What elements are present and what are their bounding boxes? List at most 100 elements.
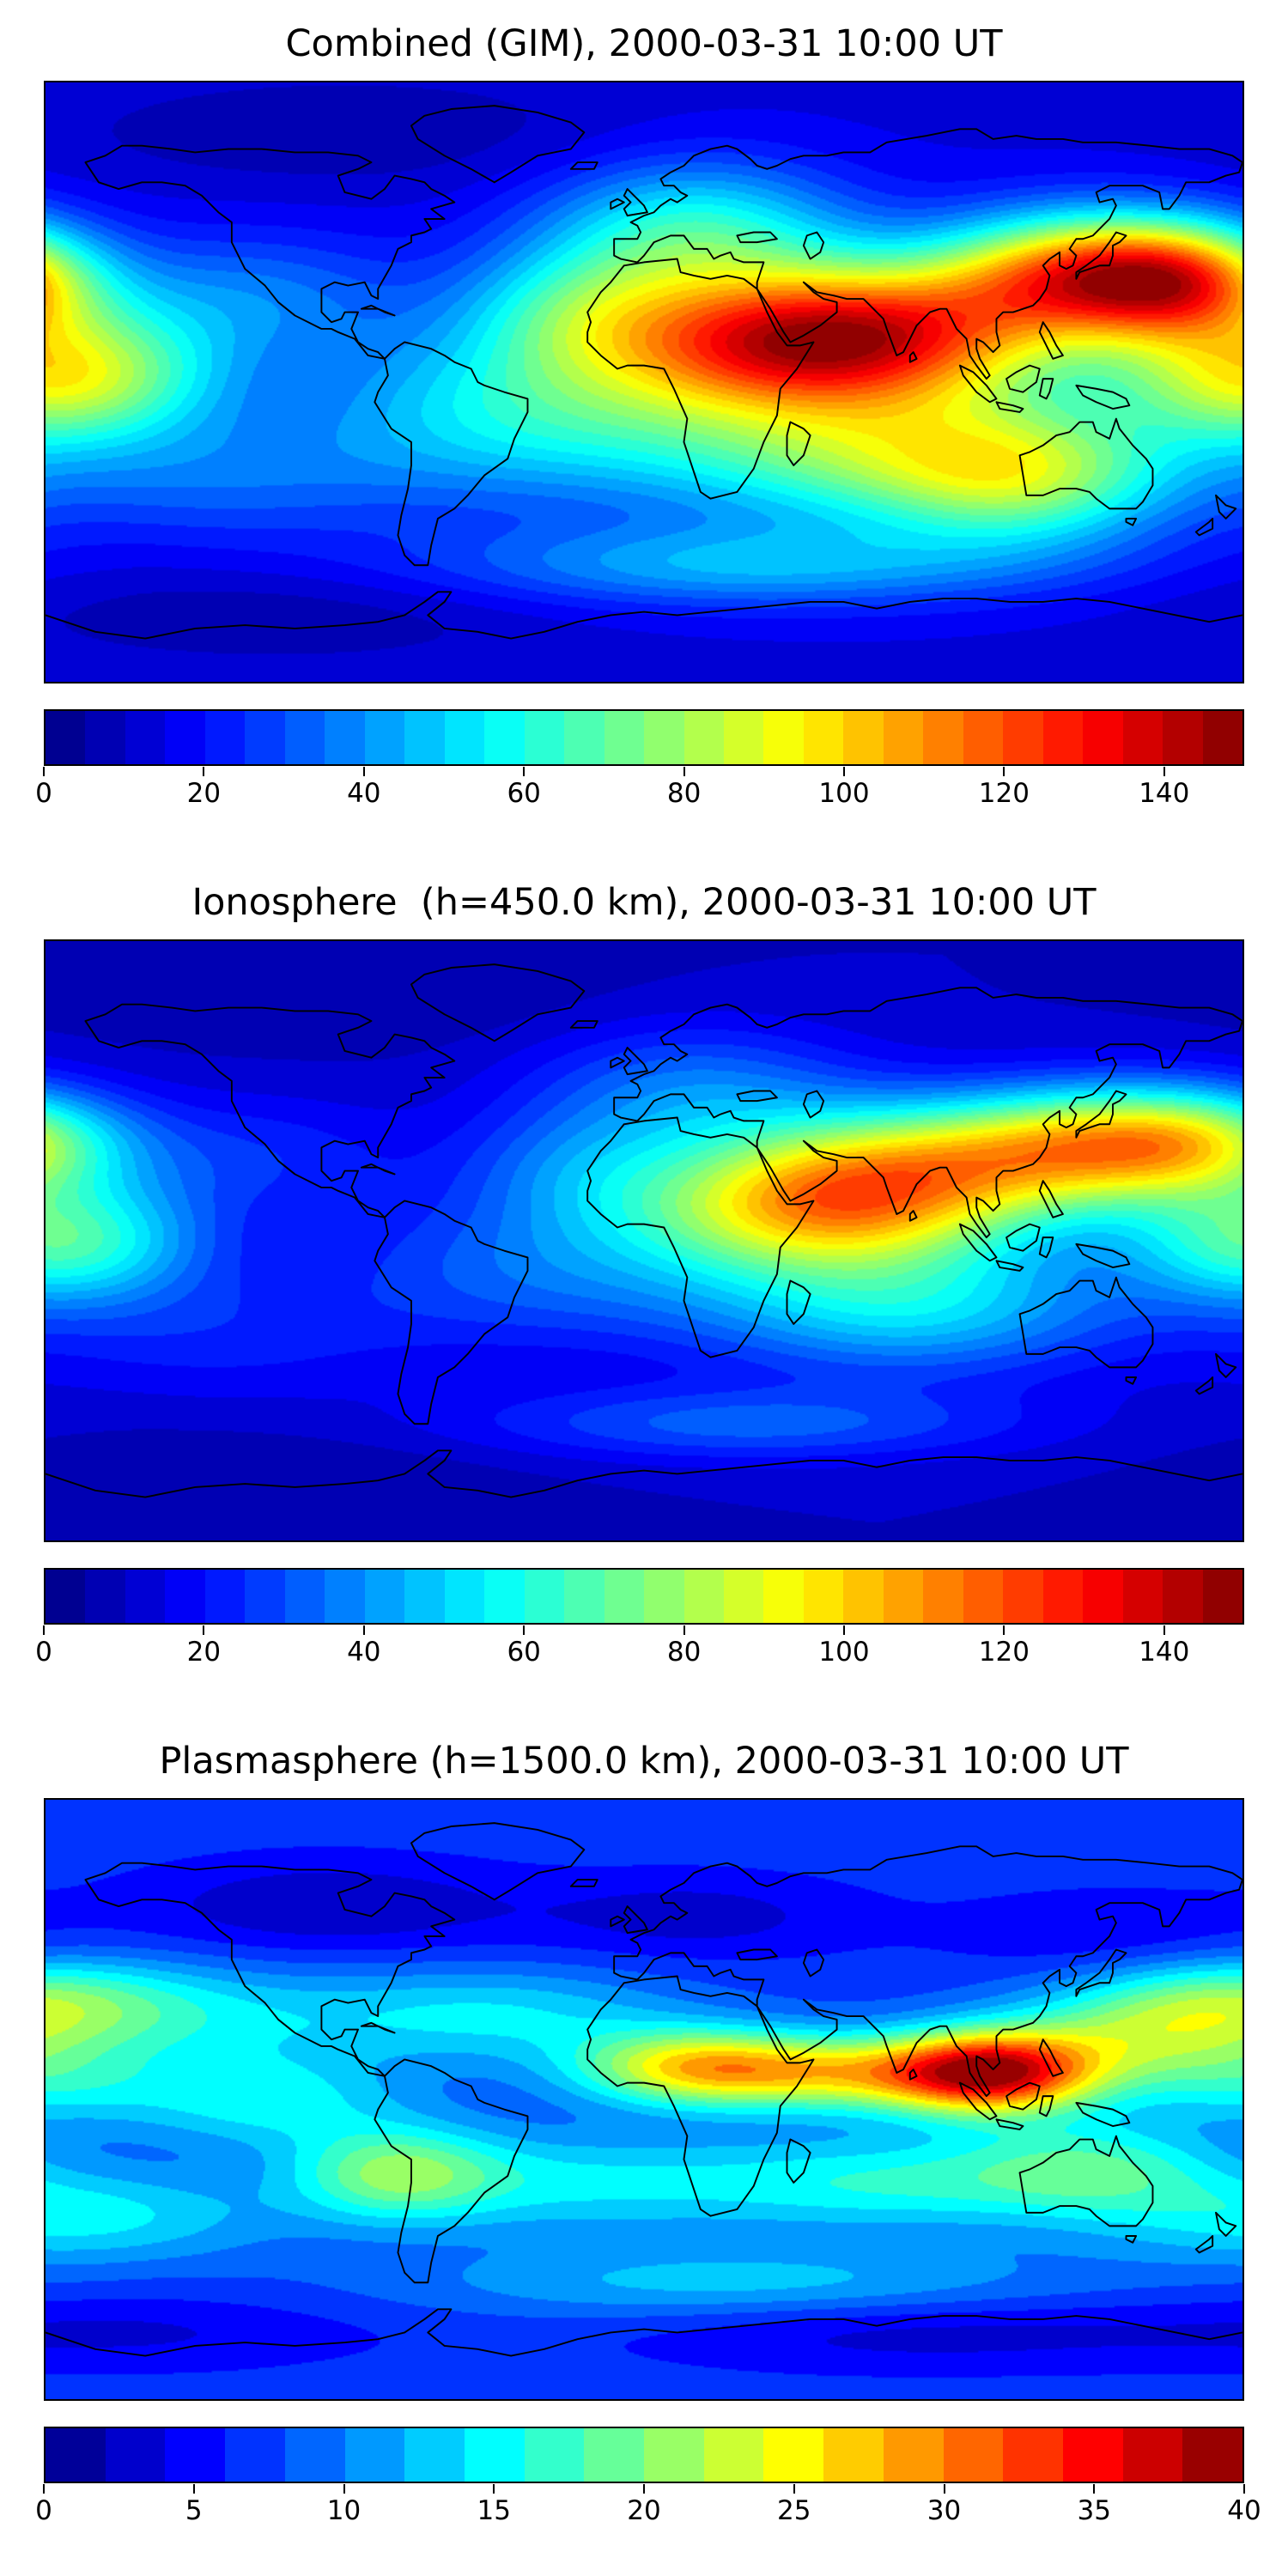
colorbar-tick-label: 100 — [818, 777, 870, 809]
colorbar-segment — [204, 1569, 246, 1623]
colorbar-segment — [364, 1569, 405, 1623]
coastline-path — [46, 1821, 1242, 2357]
colorbar-segment — [1163, 710, 1203, 764]
colorbar-segment — [444, 710, 485, 764]
colorbar-segment — [723, 1569, 764, 1623]
colorbar-segment — [943, 2427, 1004, 2482]
colorbar-tick-mark — [362, 1625, 365, 1635]
colorbar-row-ionosphere: 0 20 40 60 80 100 120 140 — [35, 1567, 1244, 1676]
colorbar-segment — [325, 1569, 365, 1623]
colorbar-tick-mark — [493, 2483, 495, 2494]
panel-title-plasmasphere: Plasmasphere (h=1500.0 km), 2000-03-31 1… — [159, 1740, 1129, 1783]
colorbar-segment — [85, 710, 125, 764]
panel-title-combined: Combined (GIM), 2000-03-31 10:00 UT — [285, 22, 1003, 65]
colorbar-segment — [85, 1569, 125, 1623]
colorbar-segment — [524, 710, 565, 764]
colorbar-segment — [524, 2427, 585, 2482]
colorbar-segment — [46, 1569, 86, 1623]
colorbar-segment — [524, 1569, 565, 1623]
panel-ionosphere: Ionosphere (h=450.0 km), 2000-03-31 10:0… — [0, 859, 1288, 1717]
colorbar-segment — [1042, 1569, 1084, 1623]
colorbar-segment — [1083, 1569, 1123, 1623]
colorbar-tick-mark — [1163, 1625, 1165, 1635]
colorbar-segment — [245, 1569, 285, 1623]
colorbar-ticks-combined: 0 20 40 60 80 100 120 140 — [35, 766, 1244, 817]
colorbar-segment — [683, 710, 724, 764]
colorbar-tick-label: 5 — [185, 2494, 203, 2526]
colorbar-segment — [1003, 1569, 1043, 1623]
colorbar-segment — [604, 1569, 645, 1623]
colorbar-segment — [644, 2427, 704, 2482]
colorbar-segment — [963, 1569, 1004, 1623]
colorbar-segment — [763, 2427, 824, 2482]
colorbar-segment — [404, 710, 445, 764]
colorbar-segment — [284, 1569, 325, 1623]
colorbar-segment — [344, 2427, 405, 2482]
map-ionosphere — [44, 939, 1244, 1542]
colorbar-tick-label: 140 — [1139, 1636, 1190, 1668]
colorbar-tick-label: 60 — [507, 1636, 541, 1668]
colorbar-tick-label: 30 — [927, 2494, 962, 2526]
colorbar-tick-label: 10 — [326, 2494, 361, 2526]
colorbar-tick-label: 40 — [347, 1636, 381, 1668]
colorbar-tick-mark — [203, 1625, 205, 1635]
colorbar-segment — [165, 2427, 226, 2482]
colorbar-segment — [803, 710, 844, 764]
colorbar-segment — [404, 2427, 465, 2482]
colorbar-segment — [963, 710, 1004, 764]
colorbar-segment — [1122, 1569, 1163, 1623]
colorbar-tick-mark — [1093, 2483, 1096, 2494]
colorbar-tick-label: 20 — [627, 2494, 661, 2526]
colorbar-segment — [46, 710, 86, 764]
colorbar-tick-mark — [203, 766, 205, 776]
colorbar-tick-mark — [643, 2483, 645, 2494]
colorbar-segment — [204, 710, 246, 764]
coastlines-overlay — [46, 963, 1242, 1498]
colorbar-segment — [1003, 2427, 1063, 2482]
colorbar-tick-label: 140 — [1139, 777, 1190, 809]
colorbar-segment — [1163, 1569, 1203, 1623]
colorbar-segment — [1042, 710, 1084, 764]
colorbar-tick-mark — [943, 2483, 945, 2494]
colorbar-tick-mark — [683, 1625, 685, 1635]
colorbar-segment — [165, 710, 205, 764]
colorbar-segment — [703, 2427, 764, 2482]
colorbar-plasmasphere — [44, 2426, 1244, 2483]
colorbar-tick-label: 35 — [1077, 2494, 1111, 2526]
colorbar-tick-label: 40 — [1227, 2494, 1261, 2526]
coastline-path — [46, 963, 1242, 1498]
colorbar-segment — [105, 2427, 166, 2482]
colorbar-segment — [683, 1569, 724, 1623]
colorbar-segment — [125, 710, 166, 764]
colorbar-segment — [364, 710, 405, 764]
colorbar-segment — [604, 710, 645, 764]
colorbar-segment — [284, 710, 325, 764]
colorbar-segment — [923, 710, 963, 764]
colorbar-segment — [1122, 710, 1163, 764]
colorbar-tick-label: 40 — [347, 777, 381, 809]
colorbar-segment — [484, 710, 525, 764]
map-plasmasphere — [44, 1797, 1244, 2401]
colorbar-tick-mark — [343, 2483, 345, 2494]
colorbar-segment — [1182, 2427, 1243, 2482]
colorbar-segment — [883, 1569, 924, 1623]
colorbar-segment — [584, 2427, 645, 2482]
colorbar-tick-label: 15 — [477, 2494, 511, 2526]
colorbar-segment — [46, 2427, 106, 2482]
colorbar-segment — [284, 2427, 345, 2482]
colorbar-segment — [883, 2427, 944, 2482]
colorbar-segment — [564, 710, 605, 764]
colorbar-tick-label: 60 — [507, 777, 541, 809]
colorbar-tick-mark — [523, 766, 526, 776]
colorbar-segment — [325, 710, 365, 764]
colorbar-segment — [763, 710, 804, 764]
colorbar-segment — [464, 2427, 525, 2482]
colorbar-segment — [803, 1569, 844, 1623]
colorbar-tick-mark — [843, 766, 845, 776]
coastlines-overlay — [46, 1821, 1242, 2357]
panel-combined-gim: Combined (GIM), 2000-03-31 10:00 UT 0 20 4… — [0, 0, 1288, 859]
colorbar-segment — [444, 1569, 485, 1623]
colorbar-segment — [644, 1569, 684, 1623]
coastlines-overlay — [46, 104, 1242, 640]
